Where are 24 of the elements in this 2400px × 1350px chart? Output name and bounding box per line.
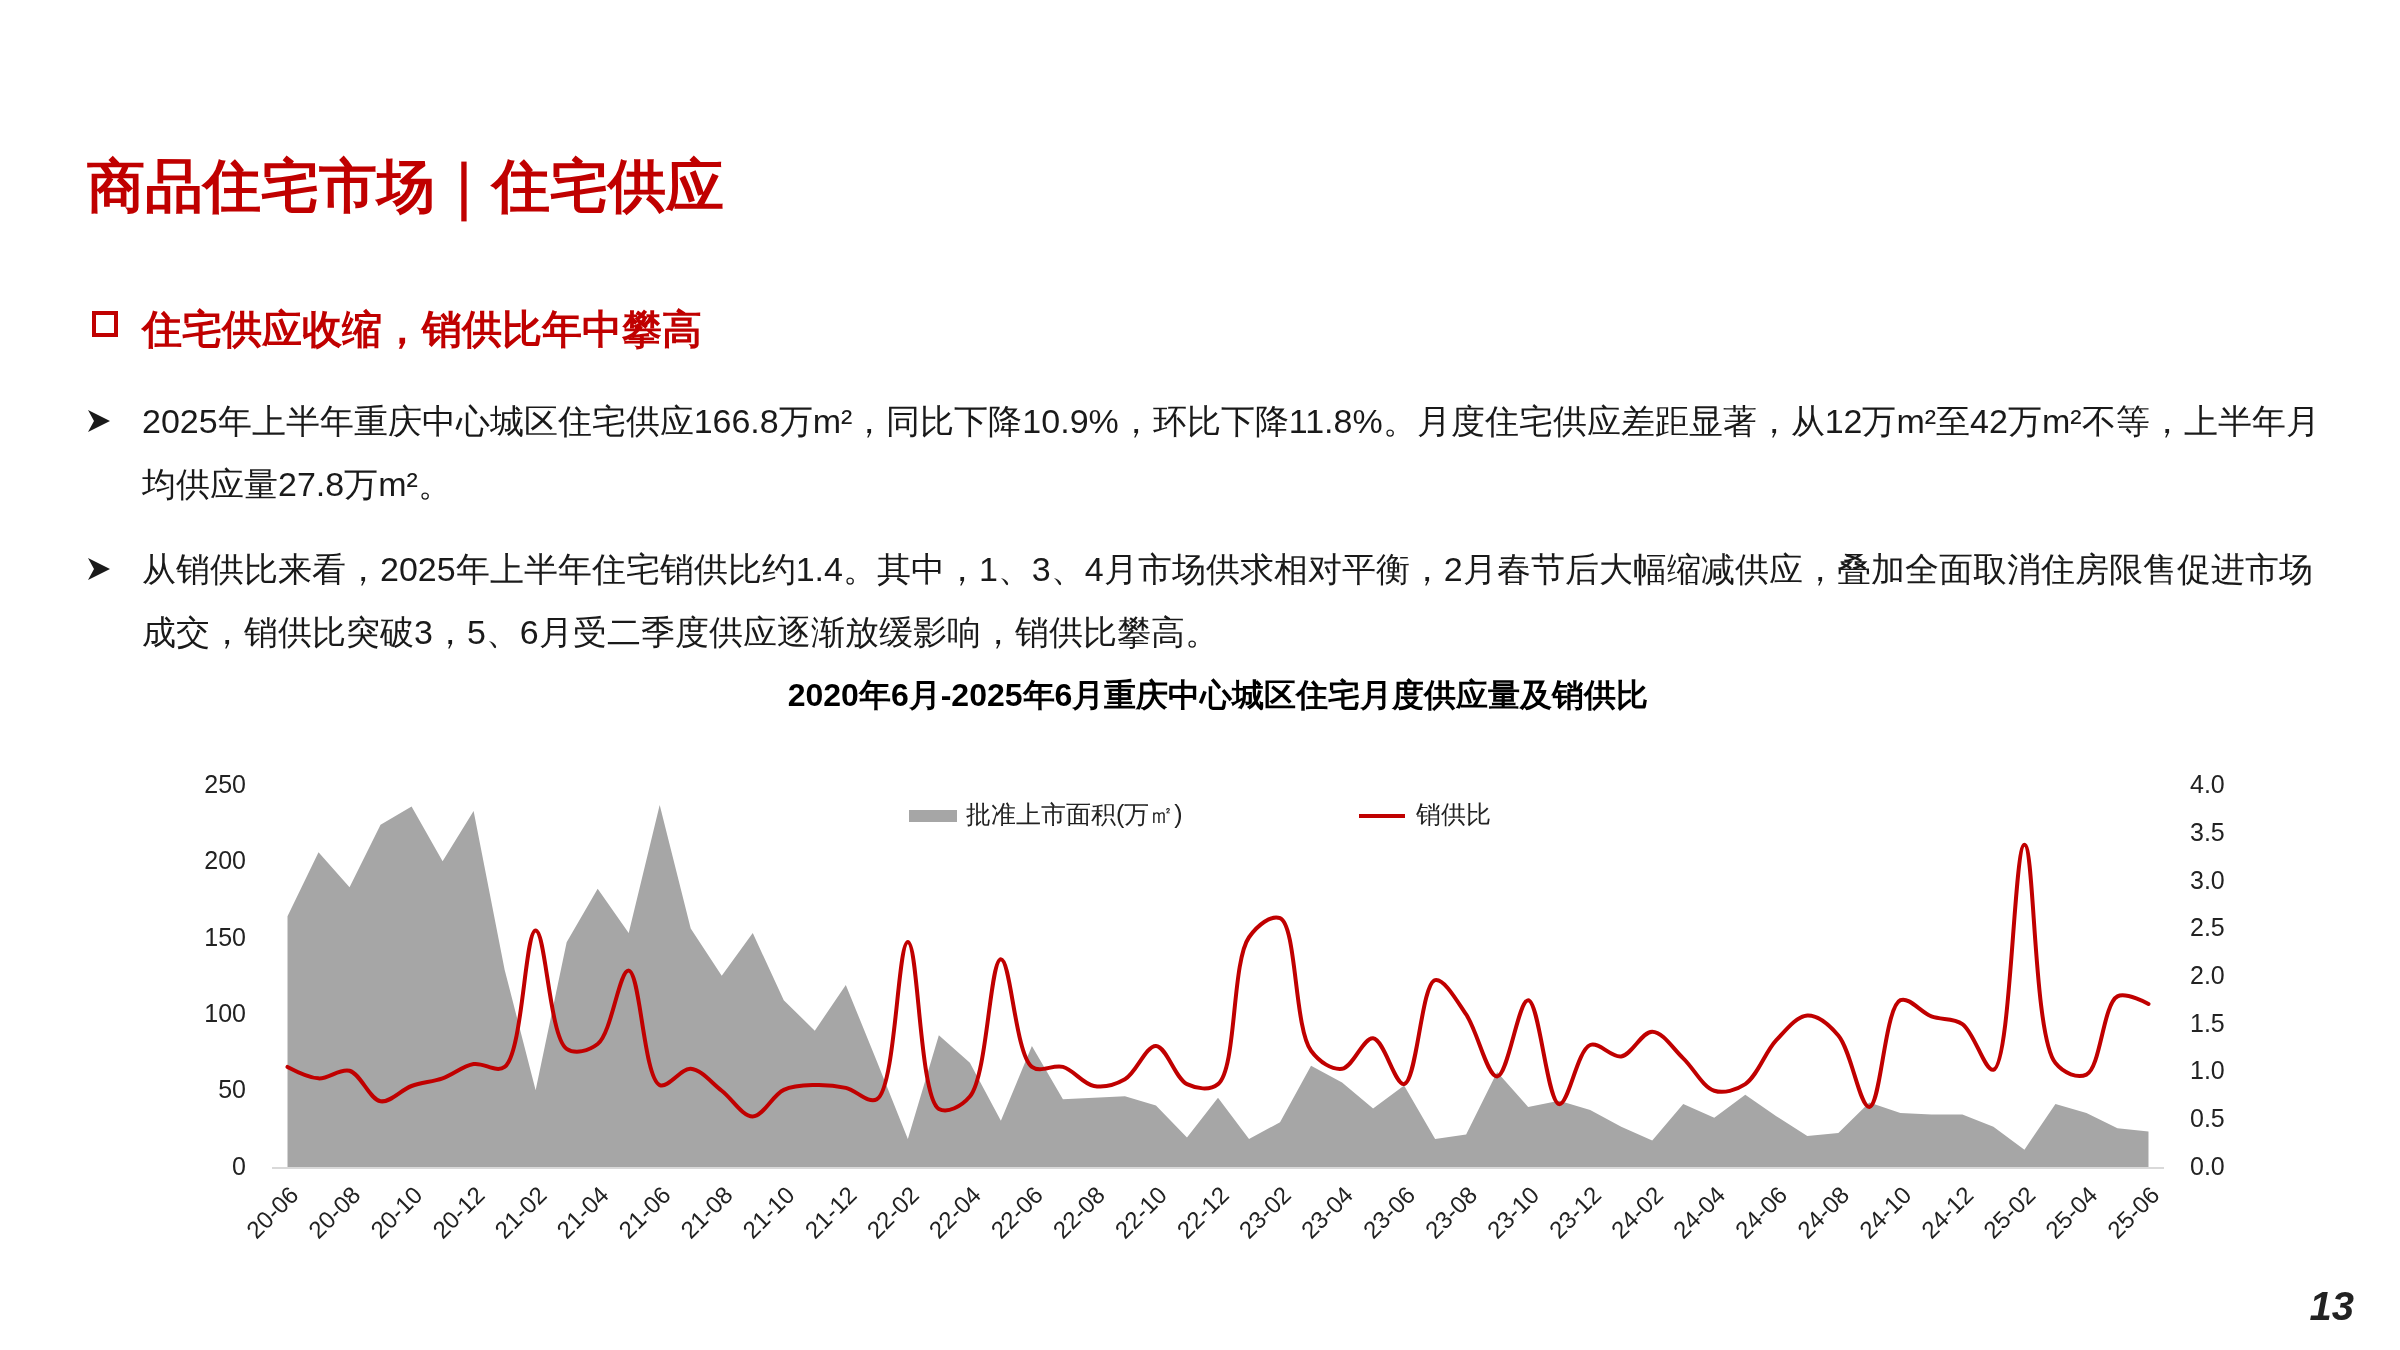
y2-tick-label: 0.0 <box>2190 1151 2225 1180</box>
y2-tick-label: 2.5 <box>2190 913 2225 942</box>
y2-tick-label: 1.5 <box>2190 1008 2225 1037</box>
chart-title: 2020年6月-2025年6月重庆中心城区住宅月度供应量及销供比 <box>787 677 1649 714</box>
y2-tick-label: 3.5 <box>2190 817 2225 846</box>
y-tick-label: 150 <box>204 922 246 951</box>
text: 2025年上半年重庆中心城区住宅供应166.8万m²，同比下降10.9%，环比下降11.8%。月度住宅供应差距显著，从12万m²至42万m²不等，上半年月均供应量27.8万m²。 <box>142 401 2321 505</box>
y2-tick-label: 0.5 <box>2190 1103 2225 1132</box>
y2-tick-label: 4.0 <box>2190 770 2225 799</box>
text: 商品住宅市场｜住宅供应 <box>87 152 724 224</box>
y2-tick-label: 1.0 <box>2190 1056 2225 1085</box>
y2-tick-label: 2.0 <box>2190 960 2225 989</box>
legend-label: 销供比 <box>1415 799 1491 828</box>
y-tick-label: 50 <box>218 1075 246 1104</box>
text: 13 <box>2309 1284 2354 1329</box>
text: 住宅供应收缩，销供比年中攀高 <box>142 306 702 353</box>
line-series <box>285 842 2151 1119</box>
y-tick-label: 100 <box>204 999 246 1028</box>
y2-tick-label: 3.0 <box>2190 865 2225 894</box>
y-tick-label: 250 <box>204 770 246 799</box>
y-tick-label: 200 <box>204 846 246 875</box>
legend-label: 批准上市面积(万㎡) <box>966 799 1183 828</box>
text: 从销供比来看，2025年上半年住宅销供比约1.4。其中，1、3、4月市场供求相对平衡，2月春节后大幅缩减供应，叠加全面取消住房限售促进市场成交，销供比突破3，5、6月受二季度供应逐渐放缓影响，销供比攀高。 <box>142 549 2314 653</box>
y-tick-label: 0 <box>232 1151 246 1180</box>
